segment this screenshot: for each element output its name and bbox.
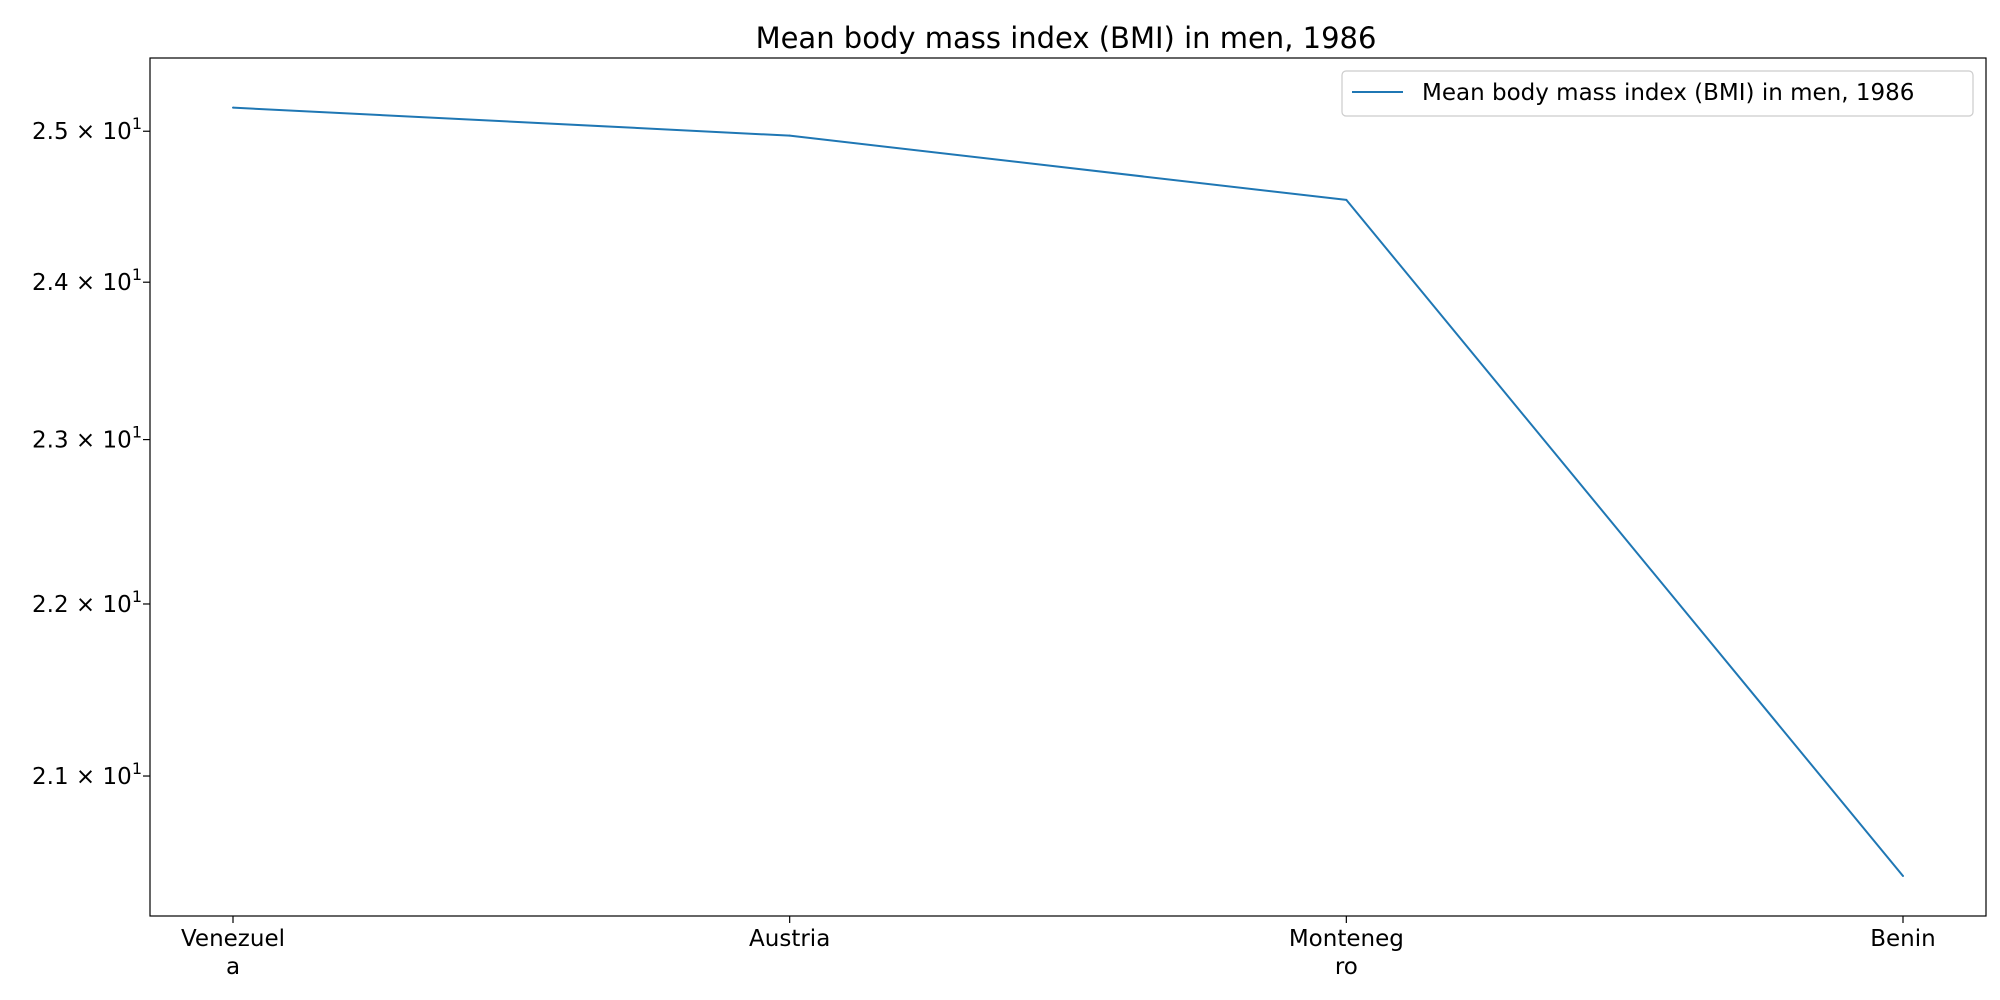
y-tick-exponent: 1	[132, 587, 142, 606]
x-tick-label: Austria	[749, 926, 830, 952]
x-tick-label-line: Benin	[1870, 926, 1935, 952]
x-tick-label-line: Venezuel	[181, 926, 285, 952]
x-tick-label: Monteneg ro	[1289, 926, 1404, 980]
data-point	[788, 134, 791, 137]
y-tick-times: ×	[69, 270, 103, 296]
data-point	[232, 106, 234, 109]
y-tick-label: 2.5 × 101	[32, 114, 142, 145]
data-point	[1345, 198, 1348, 201]
y-tick-exponent: 1	[132, 423, 142, 442]
y-tick-label: 2.4 × 101	[32, 265, 142, 296]
y-tick-exponent: 1	[132, 265, 142, 284]
x-tick-label-line: Austria	[749, 926, 830, 952]
x-tick-label: Venezuel a	[181, 926, 285, 980]
x-tick-label-line: a	[226, 954, 240, 980]
chart-title: Mean body mass index (BMI) in men, 1986	[756, 21, 1377, 55]
y-tick-times: ×	[69, 428, 103, 454]
y-tick-exponent: 1	[132, 759, 142, 778]
x-tick-label: Benin	[1870, 926, 1935, 952]
legend-box	[1341, 70, 1974, 117]
y-tick-base: 10	[103, 592, 132, 618]
y-tick-mantissa: 2.5	[32, 119, 69, 145]
y-tick-base: 10	[103, 428, 132, 454]
y-tick-label: 2.3 × 101	[32, 423, 142, 454]
y-tick-exponent: 1	[132, 114, 142, 133]
y-tick-label: 2.1 × 101	[32, 759, 142, 790]
x-tick-label-line: Monteneg	[1289, 926, 1404, 952]
x-axis: Venezuel a Austria Monteneg ro Benin	[181, 916, 1936, 980]
y-tick-times: ×	[69, 592, 103, 618]
y-tick-label: 2.2 × 101	[32, 587, 142, 618]
y-tick-base: 10	[103, 764, 132, 790]
data-point	[1902, 874, 1904, 877]
y-tick-mantissa: 2.4	[32, 270, 69, 296]
x-tick-label-line: ro	[1335, 954, 1358, 980]
y-tick-base: 10	[103, 119, 132, 145]
y-tick-times: ×	[69, 119, 103, 145]
series-layer	[232, 106, 1904, 877]
y-tick-mantissa: 2.2	[32, 592, 69, 618]
series-line	[232, 106, 1904, 877]
legend-label: Mean body mass index (BMI) in men, 1986	[1422, 80, 1914, 106]
y-tick-mantissa: 2.1	[32, 764, 69, 790]
legend: Mean body mass index (BMI) in men, 1986	[1341, 70, 1974, 117]
y-tick-base: 10	[103, 270, 132, 296]
plot-area	[149, 57, 1987, 917]
y-tick-mantissa: 2.3	[32, 428, 69, 454]
y-tick-times: ×	[69, 764, 103, 790]
